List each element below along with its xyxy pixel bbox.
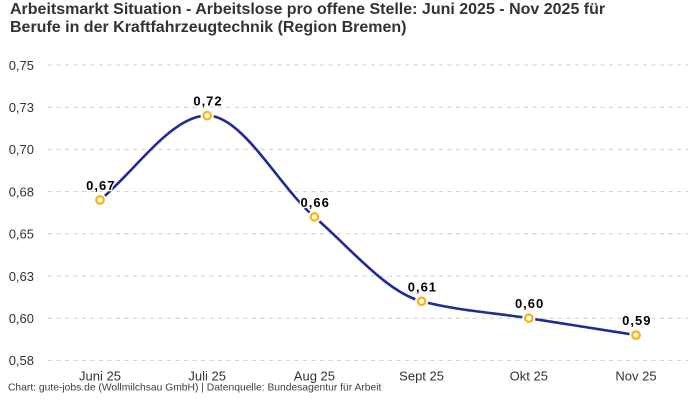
svg-text:Nov 25: Nov 25 (615, 369, 656, 384)
svg-text:Juli 25: Juli 25 (188, 369, 226, 384)
svg-text:Aug 25: Aug 25 (294, 369, 335, 384)
svg-text:0,60: 0,60 (9, 311, 34, 326)
svg-text:0,61: 0,61 (408, 279, 437, 294)
svg-text:0,66: 0,66 (301, 195, 330, 210)
svg-text:0,60: 0,60 (515, 296, 544, 311)
svg-text:0,72: 0,72 (193, 94, 222, 109)
svg-text:0,59: 0,59 (622, 313, 651, 328)
svg-text:0,73: 0,73 (9, 100, 34, 115)
svg-text:0,68: 0,68 (9, 184, 34, 199)
svg-text:0,67: 0,67 (86, 178, 115, 193)
svg-text:0,59: 0,59 (622, 313, 651, 328)
svg-text:0,72: 0,72 (193, 94, 222, 109)
svg-text:0,60: 0,60 (515, 296, 544, 311)
svg-text:0,58: 0,58 (9, 353, 34, 368)
svg-text:0,63: 0,63 (9, 269, 34, 284)
svg-text:0,65: 0,65 (9, 227, 34, 242)
svg-text:Okt 25: Okt 25 (510, 369, 548, 384)
svg-text:0,66: 0,66 (301, 195, 330, 210)
svg-text:0,67: 0,67 (86, 178, 115, 193)
svg-text:Juni 25: Juni 25 (79, 369, 121, 384)
svg-text:Sept 25: Sept 25 (399, 369, 444, 384)
svg-text:0,70: 0,70 (9, 142, 34, 157)
svg-text:0,75: 0,75 (9, 58, 34, 73)
svg-text:Chart: gute-jobs.de (Wollmilch: Chart: gute-jobs.de (Wollmilchsau GmbH) … (8, 383, 381, 394)
svg-text:0,61: 0,61 (408, 279, 437, 294)
